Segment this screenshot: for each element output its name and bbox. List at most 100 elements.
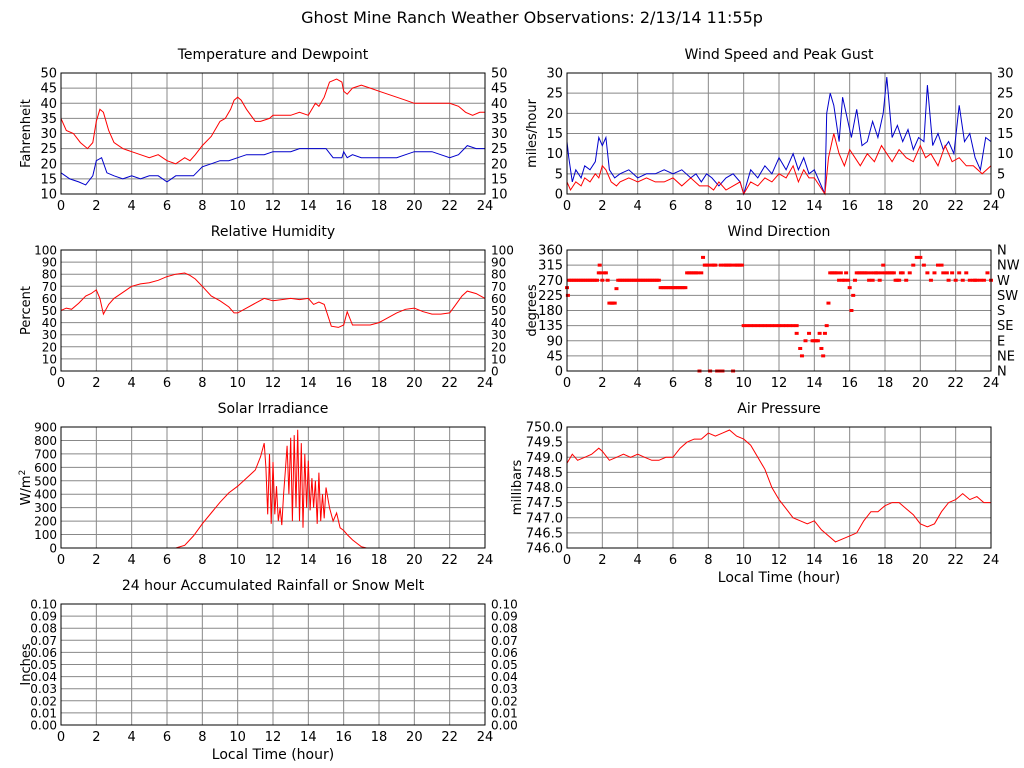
y-axis-label: miles/hour bbox=[525, 98, 540, 167]
direction-point bbox=[845, 278, 850, 282]
x-tick-label: 2 bbox=[598, 553, 606, 568]
x-tick-label: 4 bbox=[128, 730, 136, 745]
right-tick-label: 50 bbox=[491, 304, 506, 318]
right-tick-label: NW bbox=[997, 259, 1020, 274]
y-axis-label: degrees bbox=[525, 284, 540, 337]
y-tick-label: 25 bbox=[546, 87, 563, 102]
x-tick-label: 10 bbox=[735, 199, 752, 214]
direction-point bbox=[844, 271, 849, 275]
y-tick-label: 30 bbox=[40, 127, 57, 142]
y-tick-label: 0.00 bbox=[30, 719, 57, 733]
direction-point bbox=[826, 301, 831, 305]
direction-point bbox=[932, 271, 937, 275]
x-tick-label: 4 bbox=[634, 199, 642, 214]
x-tick-label: 20 bbox=[406, 730, 423, 745]
direction-point bbox=[867, 278, 872, 282]
right-tick-label: 40 bbox=[491, 97, 508, 112]
y-tick-label: 45 bbox=[40, 82, 57, 97]
y-tick-label: 315 bbox=[538, 259, 563, 274]
x-tick-label: 14 bbox=[806, 376, 823, 391]
x-tick-label: 22 bbox=[947, 376, 964, 391]
right-tick-label: 30 bbox=[997, 67, 1014, 82]
direction-point bbox=[821, 354, 826, 358]
direction-point bbox=[978, 278, 983, 282]
right-tick-label: N bbox=[997, 244, 1007, 259]
direction-point bbox=[739, 263, 744, 267]
right-tick-label: 10 bbox=[491, 352, 506, 366]
y-tick-label: 270 bbox=[538, 274, 563, 289]
y-tick-label: 70 bbox=[42, 280, 57, 294]
y-tick-label: 100 bbox=[34, 244, 57, 258]
direction-point bbox=[822, 331, 827, 335]
direction-point bbox=[752, 324, 757, 328]
direction-point bbox=[819, 346, 824, 350]
x-tick-label: 18 bbox=[371, 376, 388, 391]
direction-point bbox=[875, 271, 880, 275]
direction-point bbox=[925, 271, 930, 275]
right-tick-label: SE bbox=[997, 319, 1013, 334]
plot-frame bbox=[60, 603, 486, 726]
plot-frame bbox=[60, 249, 486, 372]
x-tick-label: 4 bbox=[634, 553, 642, 568]
chart-title: Temperature and Dewpoint bbox=[177, 47, 369, 63]
direction-point bbox=[794, 324, 799, 328]
series-line bbox=[566, 133, 992, 196]
right-tick-label: 0.08 bbox=[491, 622, 518, 636]
x-tick-label: 12 bbox=[265, 199, 282, 214]
x-tick-label: 12 bbox=[771, 199, 788, 214]
right-tick-label: 30 bbox=[491, 127, 508, 142]
x-tick-label: 22 bbox=[441, 199, 458, 214]
right-tick-label: 50 bbox=[491, 67, 508, 82]
x-tick-label: 8 bbox=[704, 199, 712, 214]
y-axis-label: Percent bbox=[19, 286, 34, 335]
x-tick-label: 16 bbox=[841, 199, 858, 214]
right-tick-label: NE bbox=[997, 349, 1015, 364]
direction-point bbox=[612, 301, 617, 305]
chart-title: Wind Speed and Peak Gust bbox=[685, 47, 874, 63]
series-line bbox=[60, 145, 485, 186]
y-tick-label: 0 bbox=[49, 365, 57, 379]
y-tick-label: 10 bbox=[42, 352, 57, 366]
y-tick-label: 746.5 bbox=[526, 526, 563, 541]
x-tick-label: 0 bbox=[57, 199, 65, 214]
y-tick-label: 30 bbox=[42, 328, 57, 342]
x-tick-label: 0 bbox=[563, 199, 571, 214]
x-tick-label: 18 bbox=[877, 553, 894, 568]
y-tick-label: 30 bbox=[546, 67, 563, 82]
y-tick-label: 0.03 bbox=[30, 682, 57, 696]
y-tick-label: 40 bbox=[40, 97, 57, 112]
direction-point bbox=[799, 354, 804, 358]
direction-point bbox=[950, 271, 955, 275]
x-tick-label: 0 bbox=[57, 730, 65, 745]
direction-point bbox=[791, 324, 796, 328]
y-tick-label: 748.5 bbox=[526, 466, 563, 481]
direction-point bbox=[745, 324, 750, 328]
y-tick-label: 750.0 bbox=[526, 421, 563, 436]
x-tick-label: 16 bbox=[335, 376, 352, 391]
direction-point bbox=[598, 271, 603, 275]
x-tick-label: 12 bbox=[771, 553, 788, 568]
direction-point bbox=[847, 286, 852, 290]
direction-point bbox=[741, 324, 746, 328]
x-tick-label: 8 bbox=[198, 730, 206, 745]
y-tick-label: 5 bbox=[555, 167, 563, 182]
right-tick-label: 20 bbox=[491, 340, 506, 354]
x-tick-label: 14 bbox=[806, 199, 823, 214]
y-tick-label: 400 bbox=[34, 488, 57, 502]
direction-point bbox=[614, 287, 619, 291]
y-tick-label: 60 bbox=[42, 292, 57, 306]
direction-point bbox=[807, 331, 812, 335]
direction-point bbox=[849, 309, 854, 312]
right-tick-label: 0.09 bbox=[491, 610, 518, 624]
x-tick-label: 4 bbox=[128, 376, 136, 391]
x-tick-label: 10 bbox=[229, 376, 246, 391]
direction-point bbox=[868, 271, 873, 275]
direction-point bbox=[941, 271, 946, 275]
direction-point bbox=[953, 278, 958, 282]
y-tick-label: 0 bbox=[49, 542, 57, 556]
y-tick-label: 747.0 bbox=[526, 511, 563, 526]
direction-point bbox=[981, 278, 986, 282]
